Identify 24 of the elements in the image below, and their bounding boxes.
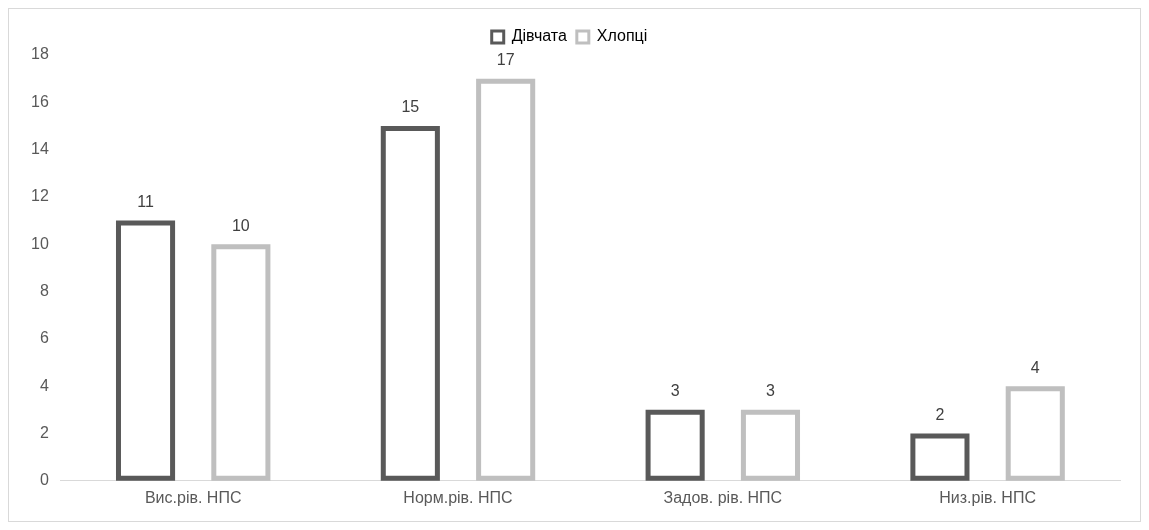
y-tick-label: 12 bbox=[31, 187, 49, 205]
legend-label: Дівчата bbox=[511, 27, 567, 45]
y-tick-label: 8 bbox=[39, 281, 49, 299]
y-tick-label: 10 bbox=[31, 234, 49, 252]
y-tick-label: 2 bbox=[39, 423, 49, 441]
x-tick-label: Низ.рів. НПС bbox=[939, 488, 1036, 506]
y-tick-label: 16 bbox=[31, 92, 49, 110]
legend-label: Хлопці bbox=[596, 27, 648, 45]
data-label: 15 bbox=[401, 98, 420, 116]
y-tick-label: 14 bbox=[31, 140, 49, 158]
x-tick-label: Задов. рів. НПС bbox=[663, 488, 783, 506]
x-tick-label: Вис.рів. НПС bbox=[144, 488, 242, 506]
y-tick-label: 6 bbox=[39, 329, 49, 347]
x-tick-label: Норм.рів. НПС bbox=[403, 488, 513, 506]
y-tick-label: 18 bbox=[31, 45, 49, 63]
data-label: 3 bbox=[766, 382, 776, 400]
data-label: 10 bbox=[231, 216, 250, 234]
data-label: 11 bbox=[137, 193, 154, 210]
y-tick-label: 0 bbox=[39, 471, 49, 489]
data-label: 4 bbox=[1030, 358, 1040, 376]
data-label: 17 bbox=[496, 51, 515, 69]
y-tick-label: 4 bbox=[39, 376, 49, 394]
data-label: 3 bbox=[670, 382, 680, 400]
data-label: 2 bbox=[935, 405, 945, 423]
